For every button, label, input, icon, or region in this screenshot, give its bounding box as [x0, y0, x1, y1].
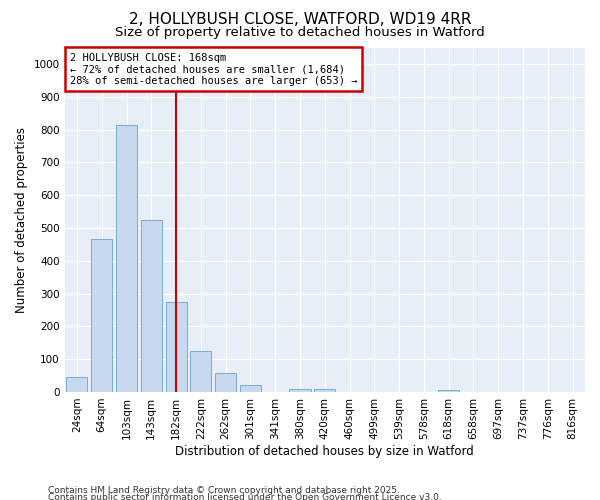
Bar	[438, 390, 459, 392]
Bar	[215, 374, 236, 392]
Bar	[314, 388, 335, 392]
Bar	[141, 220, 162, 392]
Text: Size of property relative to detached houses in Watford: Size of property relative to detached ho…	[115, 26, 485, 39]
Text: 2 HOLLYBUSH CLOSE: 168sqm
← 72% of detached houses are smaller (1,684)
28% of se: 2 HOLLYBUSH CLOSE: 168sqm ← 72% of detac…	[70, 52, 357, 86]
Bar	[166, 302, 187, 392]
Bar	[190, 351, 211, 392]
Bar	[91, 240, 112, 392]
Text: Contains HM Land Registry data © Crown copyright and database right 2025.: Contains HM Land Registry data © Crown c…	[48, 486, 400, 495]
Bar	[67, 376, 88, 392]
Bar	[116, 124, 137, 392]
Text: 2, HOLLYBUSH CLOSE, WATFORD, WD19 4RR: 2, HOLLYBUSH CLOSE, WATFORD, WD19 4RR	[129, 12, 471, 28]
Y-axis label: Number of detached properties: Number of detached properties	[15, 126, 28, 312]
Bar	[289, 388, 311, 392]
Bar	[240, 384, 261, 392]
X-axis label: Distribution of detached houses by size in Watford: Distribution of detached houses by size …	[175, 444, 474, 458]
Text: Contains public sector information licensed under the Open Government Licence v3: Contains public sector information licen…	[48, 494, 442, 500]
